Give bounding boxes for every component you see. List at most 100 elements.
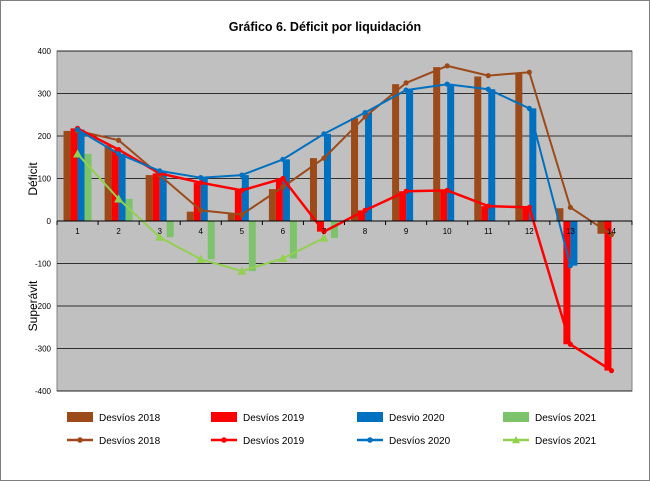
bar-3-13 <box>570 221 578 266</box>
bar-1-13 <box>556 208 564 221</box>
bar-1-3 <box>145 175 153 221</box>
legend-label: Desvíos 2020 <box>389 436 451 447</box>
x-tick-label: 8 <box>363 227 368 236</box>
bar-series-group <box>63 67 612 371</box>
legend-swatch-bar <box>211 412 237 422</box>
bar-3-12 <box>529 108 537 221</box>
line-marker-circle <box>567 341 573 347</box>
y-tick-label: -200 <box>35 302 52 311</box>
bar-1-8 <box>351 118 359 221</box>
legend-marker-circle <box>77 437 83 443</box>
line-marker-circle <box>239 172 245 178</box>
bar-4-5 <box>248 221 256 272</box>
line-marker-circle <box>321 155 327 161</box>
x-tick-label: 1 <box>75 227 80 236</box>
bar-4-1 <box>84 153 92 221</box>
x-tick-label: 10 <box>443 227 452 236</box>
legend-label: Desvíos 2019 <box>243 413 305 424</box>
bar-1-6 <box>268 189 276 221</box>
line-marker-circle <box>157 168 163 174</box>
x-tick-label: 2 <box>116 227 121 236</box>
x-tick-label: 9 <box>404 227 409 236</box>
bar-3-10 <box>447 84 455 222</box>
line-marker-circle <box>526 105 532 111</box>
legend-marker-circle <box>221 437 227 443</box>
x-tick-label: 6 <box>281 227 286 236</box>
bar-2-8 <box>358 210 366 221</box>
legend-label: Desvíos 2021 <box>535 413 597 424</box>
line-marker-circle <box>198 180 204 186</box>
line-marker-circle <box>321 229 327 235</box>
y-axis-label-bottom: Superávit <box>26 280 40 331</box>
line-series-1 <box>77 64 613 236</box>
line-marker-circle <box>280 184 286 190</box>
legend-label: Desvíos 2018 <box>99 436 161 447</box>
line-marker-circle <box>608 232 615 238</box>
bar-2-12 <box>522 207 530 221</box>
line-marker-circle <box>567 263 573 269</box>
bar-1-1 <box>63 130 71 221</box>
bar-3-7 <box>323 133 331 221</box>
x-tick-label: 3 <box>157 227 162 236</box>
line-marker-circle <box>526 69 532 75</box>
y-tick-label: -400 <box>35 387 52 396</box>
line-marker-circle <box>403 188 409 194</box>
line-marker-circle <box>280 156 286 162</box>
line-marker-circle <box>567 204 573 210</box>
line-marker-circle <box>485 203 491 209</box>
bar-3-3 <box>159 170 167 221</box>
x-tick-label: 13 <box>566 227 575 236</box>
bar-1-9 <box>392 84 400 222</box>
line-marker-circle <box>239 187 245 193</box>
bar-1-10 <box>433 67 441 222</box>
line-marker-triangle <box>196 254 206 263</box>
line-marker-circle <box>444 63 450 69</box>
x-tick-label: 11 <box>484 227 493 236</box>
x-tick-label: 7 <box>322 227 327 236</box>
bar-2-3 <box>152 173 160 221</box>
line-marker-circle <box>321 131 327 137</box>
line-marker-circle <box>485 86 491 92</box>
legend-label: Desvio 2020 <box>389 413 445 424</box>
line-marker-circle <box>444 81 450 87</box>
line-marker-circle <box>526 204 532 210</box>
bar-1-4 <box>186 211 194 221</box>
x-tick-label: 14 <box>607 227 616 236</box>
bar-3-9 <box>406 90 414 221</box>
bar-2-13 <box>563 221 571 345</box>
line-marker-circle <box>116 151 122 157</box>
bar-3-2 <box>118 153 126 221</box>
line-marker-circle <box>362 110 368 116</box>
legend-marker-triangle <box>512 436 520 444</box>
legend-label: Desvíos 2018 <box>99 413 161 424</box>
bar-1-7 <box>309 158 317 221</box>
legend: Desvíos 2018 Desvíos 2019 Desvio 2020 Desví… <box>67 412 597 447</box>
y-tick-label: 400 <box>38 47 52 56</box>
bar-2-2 <box>111 149 119 221</box>
bar-4-6 <box>289 221 297 259</box>
y-axis-label-top: Déficit <box>26 162 40 196</box>
legend-label: Desvíos 2019 <box>243 436 305 447</box>
line-marker-triangle <box>73 149 83 158</box>
line-marker-circle <box>198 175 204 181</box>
line-marker-circle <box>116 147 122 153</box>
line-marker-circle <box>485 73 491 79</box>
line-marker-circle <box>608 368 615 374</box>
bar-4-4 <box>207 221 215 260</box>
line-marker-triangle <box>278 253 288 262</box>
line-marker-circle <box>362 114 368 120</box>
line-marker-circle <box>362 207 368 213</box>
line-marker-triangle <box>237 266 247 275</box>
bar-1-2 <box>104 145 112 221</box>
line-marker-triangle <box>114 194 124 203</box>
bar-4-3 <box>166 221 174 238</box>
legend-marker-circle <box>367 437 373 443</box>
bar-2-6 <box>275 178 283 221</box>
bar-2-4 <box>193 182 201 221</box>
bar-1-12 <box>515 73 523 221</box>
bar-1-11 <box>474 76 482 221</box>
x-tick-label: 4 <box>199 227 204 236</box>
bar-3-1 <box>77 129 85 221</box>
